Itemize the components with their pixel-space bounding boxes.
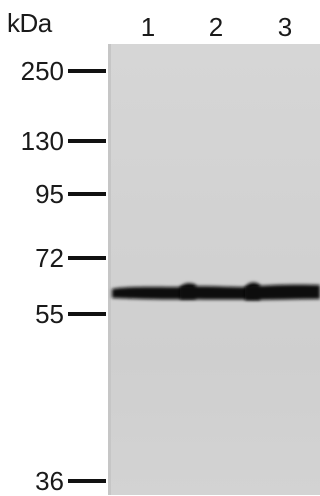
marker-tick <box>68 312 106 316</box>
band-lane-3 <box>245 284 320 300</box>
lane-label-2: 2 <box>208 12 224 42</box>
marker-label: 95 <box>35 179 64 209</box>
marker-130: 130 <box>0 128 106 154</box>
band-lane-2 <box>180 282 260 300</box>
marker-250: 250 <box>0 58 106 84</box>
blot-membrane <box>108 44 320 495</box>
lane-label-1: 1 <box>140 12 156 42</box>
marker-label: 72 <box>35 243 64 273</box>
marker-label: 130 <box>20 126 64 156</box>
marker-95: 95 <box>0 181 106 207</box>
marker-label: 250 <box>20 56 64 86</box>
unit-label: kDa <box>7 8 52 38</box>
marker-tick <box>68 192 106 196</box>
membrane-edge <box>108 44 111 495</box>
marker-72: 72 <box>0 245 106 271</box>
marker-tick <box>68 479 106 483</box>
marker-36: 36 <box>0 468 106 494</box>
lane-label-3: 3 <box>277 12 293 42</box>
marker-tick <box>68 256 106 260</box>
marker-label: 55 <box>35 299 64 329</box>
marker-tick <box>68 69 106 73</box>
marker-label: 36 <box>35 466 64 496</box>
marker-tick <box>68 139 106 143</box>
marker-55: 55 <box>0 301 106 327</box>
band-lane-1 <box>112 283 196 300</box>
